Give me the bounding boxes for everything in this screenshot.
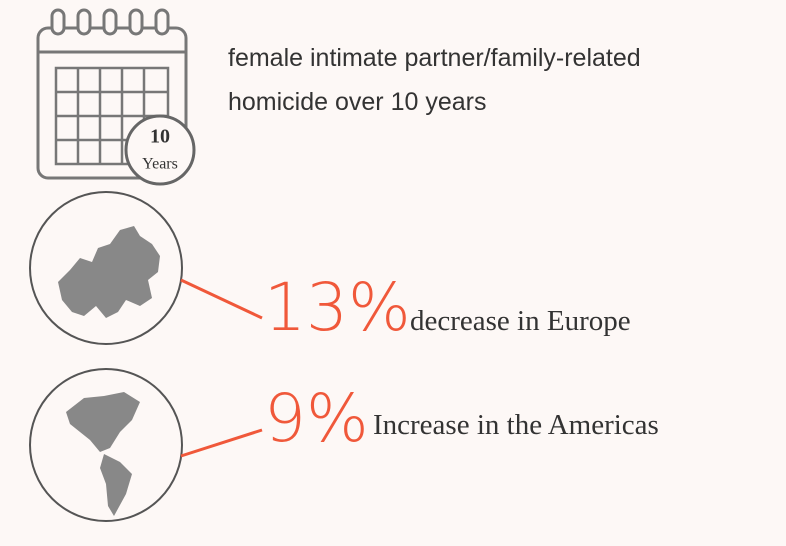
stat-figure: 13% (264, 269, 411, 346)
calendar-icon (36, 8, 196, 186)
header-text: female intimate partner/family-related (228, 44, 641, 72)
connector-line (180, 428, 263, 458)
stat-label: decrease in Europe (410, 305, 631, 337)
europe-icon (29, 191, 183, 345)
connector-line (180, 278, 263, 320)
stat-figure: 9% (264, 380, 369, 457)
stat-label: Increase in the Americas (373, 409, 659, 441)
americas-icon (29, 368, 183, 522)
badge-number: 10 (150, 126, 170, 148)
badge-unit: Years (142, 156, 178, 173)
header-text: homicide over 10 years (228, 88, 486, 116)
